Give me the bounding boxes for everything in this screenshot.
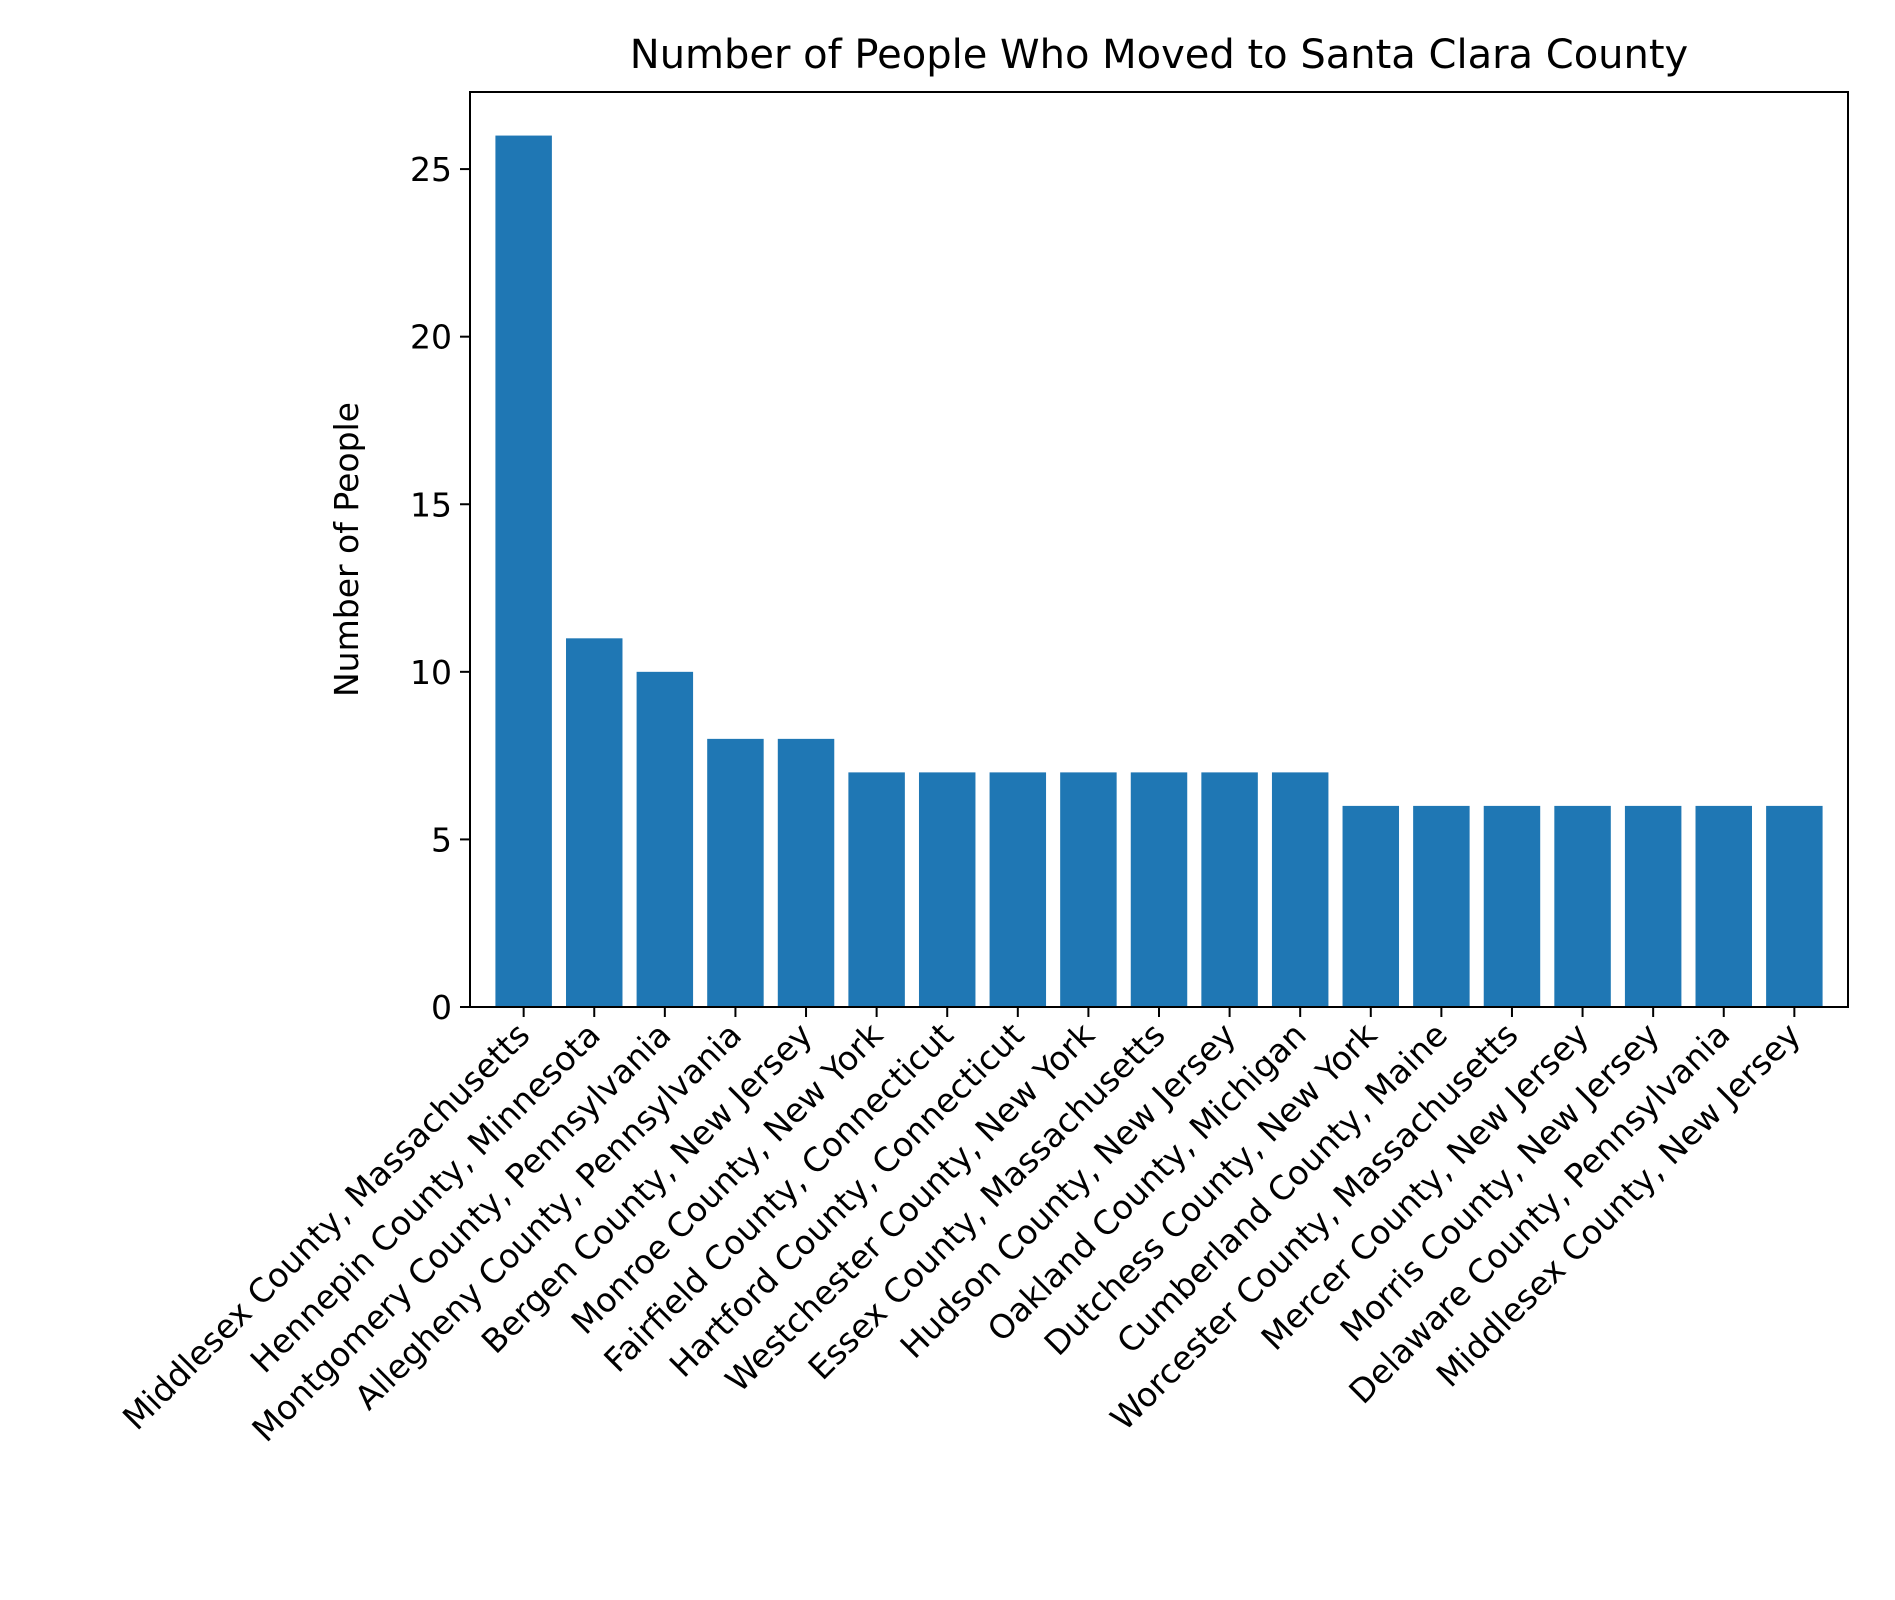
- y-tick-label: 0: [431, 988, 452, 1027]
- y-tick-label: 20: [410, 318, 452, 357]
- y-tick-label: 15: [410, 485, 452, 524]
- y-tick-label: 25: [410, 150, 452, 189]
- bar-18: [1766, 805, 1823, 1007]
- bar-1: [566, 638, 623, 1007]
- bar-7: [989, 772, 1047, 1007]
- y-axis-label: Number of People: [327, 402, 366, 697]
- bar-15: [1554, 805, 1611, 1007]
- y-axis: 0 5 10 15 20 25: [410, 150, 470, 1027]
- bar-16: [1624, 805, 1682, 1007]
- plot-frame: [469, 91, 1849, 1008]
- bar-13: [1413, 805, 1470, 1007]
- bar-6: [918, 772, 976, 1007]
- bar-8: [1060, 772, 1117, 1007]
- bar-12: [1342, 805, 1400, 1007]
- bar-4: [777, 738, 835, 1007]
- x-axis: Middlesex County, MassachusettsHennepin …: [115, 1007, 1808, 1449]
- bar-0: [495, 135, 552, 1008]
- bar-14: [1483, 805, 1541, 1007]
- bar-2: [636, 671, 694, 1007]
- bar-11: [1271, 772, 1329, 1007]
- bars-layer: [495, 135, 1823, 1008]
- y-tick-label: 5: [431, 820, 452, 859]
- y-tick-label: 10: [410, 653, 452, 692]
- bar-9: [1130, 772, 1188, 1007]
- bar-5: [848, 772, 905, 1007]
- chart-title: Number of People Who Moved to Santa Clar…: [630, 32, 1688, 78]
- bar-10: [1201, 772, 1258, 1007]
- bar-3: [707, 738, 764, 1007]
- bar-17: [1695, 805, 1752, 1007]
